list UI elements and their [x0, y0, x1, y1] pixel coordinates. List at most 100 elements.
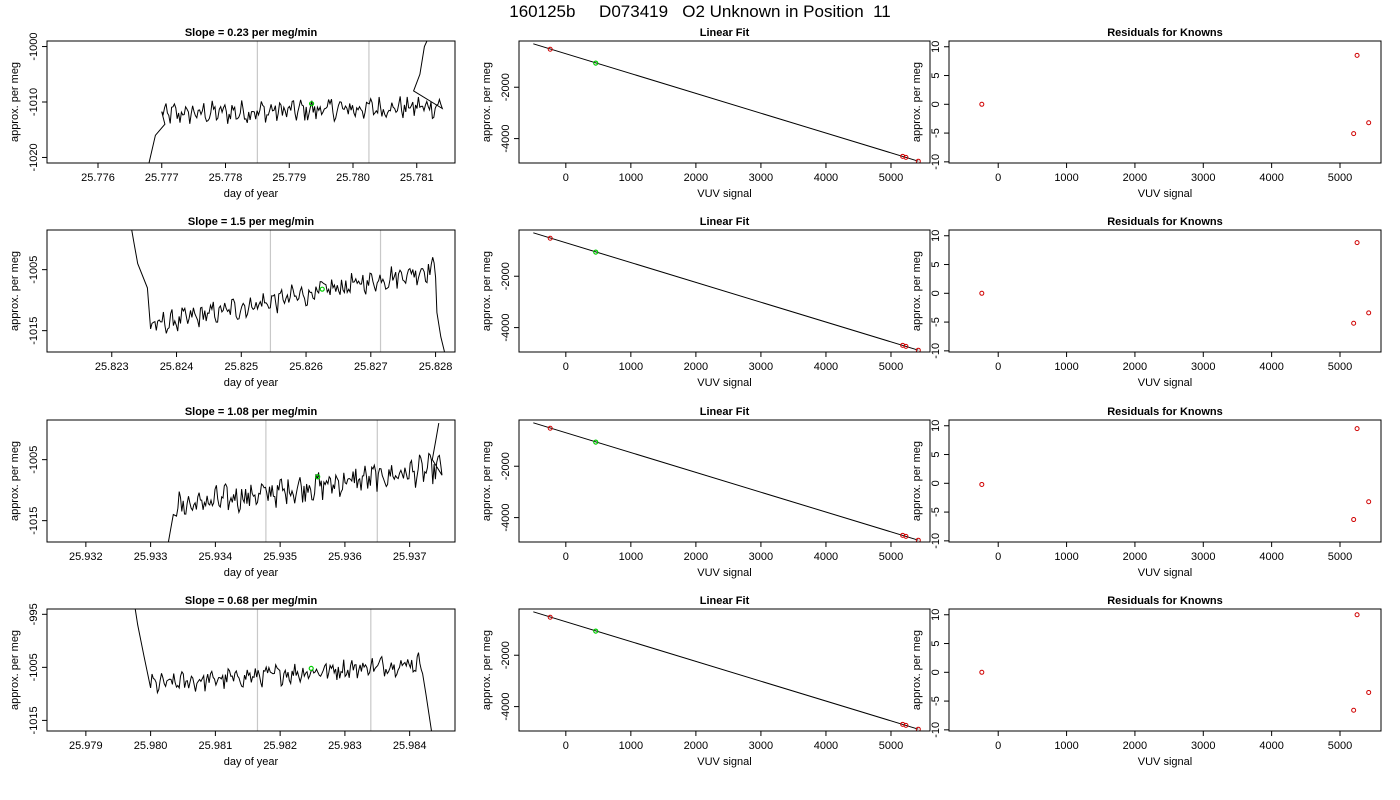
x-tick-label: 4000 [814, 551, 838, 563]
x-tick-label: 3000 [749, 172, 773, 184]
y-axis-label: approx. per meg [481, 630, 493, 710]
data-trace [131, 230, 446, 352]
y-tick-label: -10 [930, 722, 942, 738]
y-tick-label: 0 [930, 290, 942, 296]
known-point [547, 46, 553, 52]
x-tick-label: 0 [995, 551, 1001, 563]
x-tick-label: 25.984 [393, 740, 427, 752]
x-tick-label: 2000 [684, 172, 708, 184]
x-tick-label: 25.979 [69, 740, 103, 752]
x-tick-label: 25.828 [419, 361, 453, 373]
x-tick-label: 25.934 [199, 551, 233, 563]
panel-4-1: Slope = 0.68 per meg/min 25.979 25.980 25.9… [9, 595, 456, 768]
plot-area [979, 52, 1372, 137]
y-tick-label: -2000 [500, 452, 512, 480]
data-trace [148, 41, 444, 163]
y-tick-label: 5 [930, 261, 942, 267]
x-axis-label: VUV signal [697, 188, 751, 200]
x-axis-label: VUV signal [697, 567, 751, 579]
x-tick-label: 4000 [1259, 172, 1283, 184]
residual-point [979, 481, 985, 487]
panel-title: Linear Fit [700, 27, 750, 39]
fit-line [533, 422, 919, 541]
x-tick-label: 5000 [879, 172, 903, 184]
known-point [915, 158, 921, 163]
x-axis-label: VUV signal [1138, 377, 1192, 389]
x-tick-label: 25.823 [95, 361, 129, 373]
known-point [915, 347, 921, 352]
x-tick-label: 25.824 [160, 361, 194, 373]
x-tick-label: 3000 [1191, 172, 1215, 184]
y-axis-label: approx. per meg [911, 441, 923, 521]
x-tick-label: 1000 [1054, 361, 1078, 373]
data-trace [134, 609, 433, 731]
residual-point [1351, 517, 1357, 523]
plot-frame [948, 419, 1382, 543]
residual-point [1366, 120, 1372, 126]
x-tick-label: 2000 [684, 361, 708, 373]
panel-1-1: Slope = 0.23 per meg/min 25.776 25.777 25.7… [9, 27, 456, 200]
x-tick-label: 25.826 [289, 361, 323, 373]
x-axis-label: day of year [224, 188, 279, 200]
x-tick-label: 4000 [1259, 740, 1283, 752]
x-axis-label: day of year [224, 756, 279, 768]
y-tick-label: 5 [930, 451, 942, 457]
known-point [547, 425, 553, 431]
unknown-point [593, 439, 599, 445]
x-tick-label: 25.981 [199, 740, 233, 752]
x-tick-label: 2000 [1123, 740, 1147, 752]
plot-area [533, 422, 921, 542]
plot-area [148, 41, 444, 163]
unknown-marker [315, 474, 321, 480]
panel-3-1: Slope = 1.08 per meg/min 25.932 25.933 25.9… [9, 406, 456, 579]
x-tick-label: 4000 [1259, 361, 1283, 373]
plot-area [131, 230, 446, 352]
y-tick-label: 10 [930, 230, 942, 242]
y-tick-label: -1005 [28, 653, 40, 681]
known-point [903, 722, 909, 728]
x-tick-label: 25.980 [134, 740, 168, 752]
y-tick-label: -4000 [500, 314, 512, 342]
y-tick-label: -2000 [500, 73, 512, 101]
y-axis-label: approx. per meg [481, 441, 493, 521]
plot-area [167, 420, 443, 542]
x-tick-label: 4000 [814, 740, 838, 752]
unknown-marker [308, 101, 315, 107]
x-tick-label: 0 [563, 740, 569, 752]
plot-frame [46, 40, 456, 164]
x-tick-label: 3000 [1191, 551, 1215, 563]
x-axis-label: day of year [224, 377, 279, 389]
x-tick-label: 1000 [619, 361, 643, 373]
x-tick-label: 2000 [684, 740, 708, 752]
x-tick-label: 25.936 [328, 551, 362, 563]
known-point [915, 726, 921, 731]
y-tick-label: 10 [930, 41, 942, 53]
known-point [547, 235, 553, 241]
x-tick-label: 5000 [879, 361, 903, 373]
panel-title: Linear Fit [700, 216, 750, 228]
x-tick-label: 5000 [879, 551, 903, 563]
y-axis-label: approx. per meg [9, 251, 21, 331]
data-trace [167, 423, 443, 542]
known-point [547, 614, 553, 620]
residual-point [1354, 240, 1360, 246]
x-tick-label: 5000 [879, 740, 903, 752]
x-tick-label: 25.825 [224, 361, 258, 373]
panel-title: Residuals for Knowns [1107, 406, 1223, 418]
panel-title: Linear Fit [700, 595, 750, 607]
x-tick-label: 0 [995, 361, 1001, 373]
panel-title: Residuals for Knowns [1107, 595, 1223, 607]
x-axis-label: VUV signal [1138, 188, 1192, 200]
unknown-point [593, 60, 599, 66]
x-tick-label: 5000 [1328, 740, 1352, 752]
y-tick-label: -10 [930, 343, 942, 359]
plot-frame [948, 608, 1382, 732]
y-tick-label: -10 [930, 154, 942, 170]
x-tick-label: 1000 [619, 172, 643, 184]
y-axis-label: approx. per meg [481, 62, 493, 142]
panel-3-3: Residuals for Knowns 0 1000 2000 3000 4000 500… [911, 406, 1382, 579]
x-tick-label: 25.932 [69, 551, 103, 563]
unknown-marker [319, 286, 325, 292]
plot-frame [46, 608, 456, 732]
